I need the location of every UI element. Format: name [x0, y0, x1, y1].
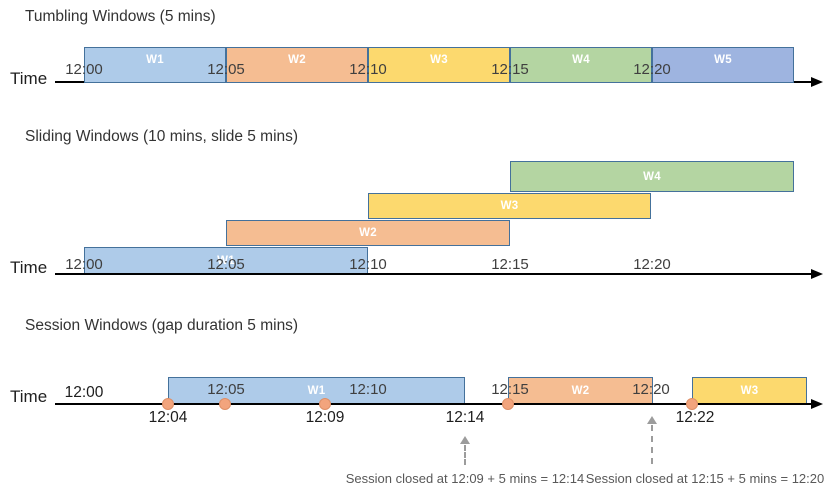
window-label: W5: [714, 54, 732, 66]
event-time-label-12-22: 12:22: [675, 409, 715, 426]
annotation-arrow-up-icon: [647, 416, 657, 424]
window-label: W3: [430, 54, 448, 66]
tumbling-tick-12-15: 12:15: [491, 61, 529, 78]
sliding-tick-12-05: 12:05: [207, 256, 245, 273]
session-closed-annotation-1: Session closed at 12:09 + 5 mins = 12:14: [345, 471, 585, 486]
tumbling-axis-arrowhead-icon: [811, 76, 823, 87]
window-label: W3: [500, 200, 519, 212]
session-tick-12-05: 12:05: [207, 381, 245, 398]
window-label: W1: [217, 254, 235, 267]
session-window-w3: W3: [692, 377, 807, 404]
tumbling-tick-12-00: 12:00: [65, 61, 103, 78]
session-time-axis-label: Time: [10, 387, 48, 406]
event-dot: [686, 398, 698, 410]
sliding-axis-arrowhead-icon: [811, 268, 823, 279]
sliding-tick-12-20: 12:20: [633, 256, 671, 273]
session-axis-arrowhead-icon: [811, 398, 823, 409]
window-label: W4: [572, 54, 590, 66]
tumbling-section-title: Tumbling Windows (5 mins): [25, 8, 216, 25]
tumbling-window-w3: W3: [368, 47, 510, 83]
tumbling-window-w2: W2: [226, 47, 368, 83]
annotation-arrow-up-icon: [460, 436, 470, 444]
window-label: W3: [740, 384, 759, 397]
event-dot: [502, 398, 514, 410]
sliding-time-axis: [55, 273, 812, 275]
tumbling-tick-12-10: 12:10: [349, 61, 387, 78]
sliding-window-w4: W4: [510, 161, 794, 192]
session-window-w2: W2: [508, 377, 653, 404]
window-label: W2: [571, 384, 590, 397]
session-window-w1: W1: [168, 377, 465, 404]
annotation-arrow-dash: [651, 425, 653, 464]
event-time-label-12-04: 12:04: [148, 409, 188, 426]
sliding-window-w3: W3: [368, 193, 651, 219]
tumbling-window-w5: W5: [652, 47, 794, 83]
tumbling-time-axis-label: Time: [10, 69, 48, 88]
tumbling-window-w1: W1: [84, 47, 226, 83]
session-close-label-12-14: 12:14: [445, 409, 485, 426]
tumbling-tick-12-20: 12:20: [633, 61, 671, 78]
window-label: W1: [307, 384, 326, 397]
session-tick-12-10: 12:10: [349, 381, 387, 398]
window-label: W2: [288, 54, 306, 66]
session-tick-12-20: 12:20: [632, 381, 670, 398]
session-section-title: Session Windows (gap duration 5 mins): [25, 317, 299, 334]
annotation-arrow-dash: [464, 445, 466, 465]
event-time-label-12-09: 12:09: [305, 409, 345, 426]
window-label: W2: [359, 227, 377, 239]
sliding-tick-12-15: 12:15: [491, 256, 529, 273]
window-label: W4: [643, 170, 661, 183]
session-tick-12-15: 12:15: [491, 381, 529, 398]
session-closed-annotation-2: Session closed at 12:15 + 5 mins = 12:20: [585, 471, 825, 486]
event-dot: [319, 398, 331, 410]
event-dot: [162, 398, 174, 410]
event-dot: [219, 398, 231, 410]
sliding-window-w1: W1: [84, 247, 368, 274]
sliding-window-w2: W2: [226, 220, 510, 246]
tumbling-tick-12-05: 12:05: [207, 61, 245, 78]
window-label: W1: [146, 54, 164, 66]
sliding-section-title: Sliding Windows (10 mins, slide 5 mins): [25, 128, 299, 145]
sliding-tick-12-00: 12:00: [65, 256, 103, 273]
sliding-time-axis-label: Time: [10, 258, 48, 277]
sliding-tick-12-10: 12:10: [349, 256, 387, 273]
tumbling-window-w4: W4: [510, 47, 652, 83]
session-time-axis: [55, 403, 812, 405]
session-tick-12-00: 12:00: [64, 384, 104, 401]
